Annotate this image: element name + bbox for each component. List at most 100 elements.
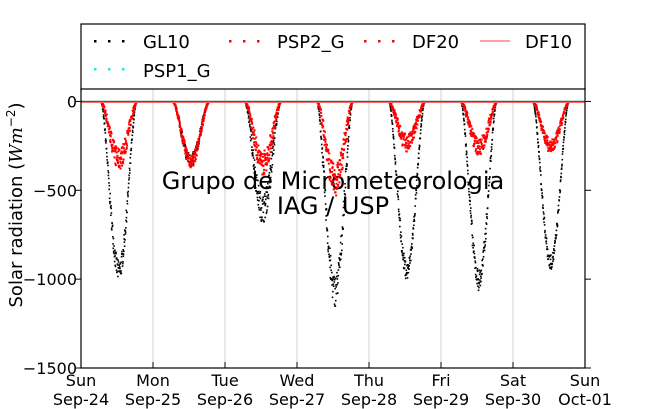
- point-gl10: [562, 141, 565, 144]
- point-psp2g: [465, 113, 468, 116]
- point-psp2g: [471, 133, 474, 136]
- point-psp2g: [254, 149, 257, 152]
- point-psp2g: [484, 140, 487, 143]
- point-psp2g: [347, 121, 350, 124]
- point-psp2g: [249, 115, 252, 118]
- point-gl10: [545, 236, 547, 238]
- point-gl10: [105, 147, 108, 150]
- point-gl10: [398, 213, 401, 215]
- point-gl10: [394, 163, 397, 165]
- point-psp2g: [201, 123, 204, 126]
- point-gl10: [538, 157, 541, 160]
- point-gl10: [473, 250, 475, 252]
- point-gl10: [539, 170, 542, 172]
- point-psp2g: [122, 147, 125, 150]
- point-psp2g: [246, 105, 249, 108]
- point-gl10: [535, 115, 537, 118]
- point-gl10: [562, 147, 565, 150]
- point-psp2g: [121, 152, 124, 155]
- point-psp2g: [191, 155, 194, 158]
- point-gl10: [534, 112, 537, 115]
- point-gl10: [549, 263, 551, 266]
- point-psp2g: [122, 162, 125, 165]
- point-psp2g: [333, 173, 336, 176]
- point-gl10: [390, 114, 393, 116]
- point-gl10: [105, 151, 108, 154]
- point-psp2g: [416, 123, 419, 126]
- point-gl10: [563, 129, 566, 132]
- point-psp2g: [548, 143, 551, 146]
- point-psp2g: [325, 147, 328, 150]
- point-psp2g: [544, 139, 547, 142]
- point-gl10: [469, 203, 471, 206]
- point-psp2g: [474, 149, 477, 152]
- point-psp2g: [346, 118, 349, 121]
- point-psp2g: [261, 160, 264, 163]
- point-psp2g: [258, 154, 261, 157]
- point-gl10: [401, 249, 403, 252]
- point-gl10: [419, 137, 422, 140]
- point-gl10: [107, 164, 109, 167]
- point-gl10: [268, 180, 271, 183]
- point-gl10: [465, 152, 468, 154]
- point-gl10: [262, 198, 264, 201]
- point-gl10: [541, 196, 544, 198]
- point-gl10: [111, 222, 114, 225]
- point-psp2g: [402, 138, 405, 141]
- point-gl10: [564, 121, 567, 124]
- point-gl10: [402, 258, 404, 261]
- point-gl10: [461, 105, 464, 108]
- point-psp2g: [107, 123, 110, 126]
- point-psp2g: [422, 102, 425, 105]
- x-tick-day-1: Mon: [136, 371, 170, 390]
- point-gl10: [469, 212, 472, 215]
- point-psp2g: [270, 142, 273, 145]
- point-gl10: [561, 164, 563, 167]
- point-psp2g: [200, 129, 203, 132]
- point-psp2g: [129, 118, 132, 121]
- point-psp2g: [341, 166, 344, 169]
- point-psp2g: [128, 123, 131, 126]
- point-gl10: [327, 245, 330, 248]
- point-psp2g: [324, 143, 327, 146]
- point-gl10: [270, 168, 273, 171]
- point-psp2g: [263, 149, 266, 152]
- point-psp2g: [110, 145, 113, 148]
- point-gl10: [534, 113, 537, 116]
- x-tick-date-1: Sep-25: [125, 390, 181, 409]
- point-gl10: [331, 271, 333, 274]
- point-psp2g: [548, 149, 551, 152]
- point-gl10: [118, 264, 120, 267]
- point-gl10: [466, 163, 469, 166]
- legend-label-df10: DF10: [525, 32, 572, 53]
- point-psp2g: [270, 136, 273, 139]
- point-gl10: [533, 108, 536, 110]
- point-gl10: [549, 258, 552, 261]
- point-gl10: [478, 273, 481, 276]
- point-psp2g: [545, 143, 548, 146]
- lg-psp2-dot: [229, 40, 232, 43]
- point-gl10: [474, 260, 477, 262]
- point-psp2g: [465, 110, 468, 113]
- point-gl10: [486, 217, 489, 220]
- point-gl10: [116, 270, 119, 273]
- point-gl10: [332, 285, 335, 288]
- point-psp2g: [263, 152, 266, 155]
- point-gl10: [266, 205, 269, 208]
- point-gl10: [322, 161, 325, 164]
- point-psp2g: [274, 116, 277, 119]
- point-gl10: [534, 111, 536, 113]
- point-gl10: [538, 161, 541, 164]
- point-psp2g: [556, 141, 559, 144]
- point-psp2g: [334, 178, 337, 181]
- point-psp2g: [416, 116, 419, 119]
- point-gl10: [248, 119, 251, 121]
- point-gl10: [184, 144, 187, 147]
- point-gl10: [467, 188, 470, 190]
- point-gl10: [389, 107, 392, 109]
- point-gl10: [470, 214, 473, 217]
- legend-entry-df20: DF20: [364, 32, 459, 53]
- point-gl10: [111, 225, 114, 228]
- point-gl10: [124, 233, 127, 235]
- point-gl10: [482, 255, 485, 258]
